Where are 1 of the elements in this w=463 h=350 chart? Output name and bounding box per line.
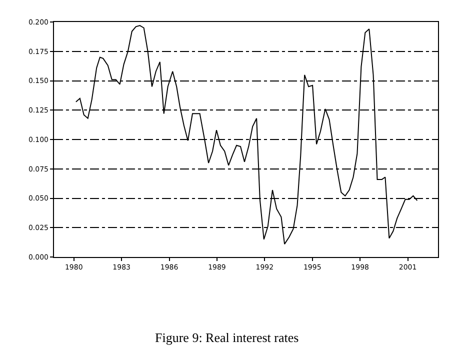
text: Figure 9: Real interest rates <box>155 330 299 345</box>
